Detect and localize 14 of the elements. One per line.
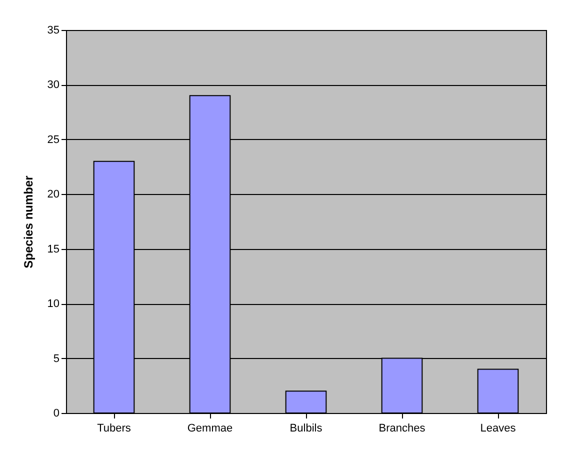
- y-tick-label: 0: [53, 408, 60, 420]
- x-tick-label: Leaves: [480, 422, 516, 434]
- x-tick-label: Bulbils: [290, 422, 323, 434]
- y-tick-label: 10: [47, 298, 60, 310]
- x-tick-label: Gemmae: [187, 422, 233, 434]
- y-tick-label: 5: [53, 352, 60, 365]
- y-tick-label: 15: [47, 243, 60, 256]
- x-tick-label: Tubers: [97, 422, 132, 434]
- x-tick-label: Branches: [378, 422, 426, 434]
- y-tick-label: 25: [47, 134, 60, 146]
- y-tick-label: 20: [47, 188, 60, 201]
- y-tick-label: 30: [47, 79, 60, 92]
- y-tick-label: 35: [47, 24, 60, 36]
- y-axis-title: Species number: [21, 175, 36, 268]
